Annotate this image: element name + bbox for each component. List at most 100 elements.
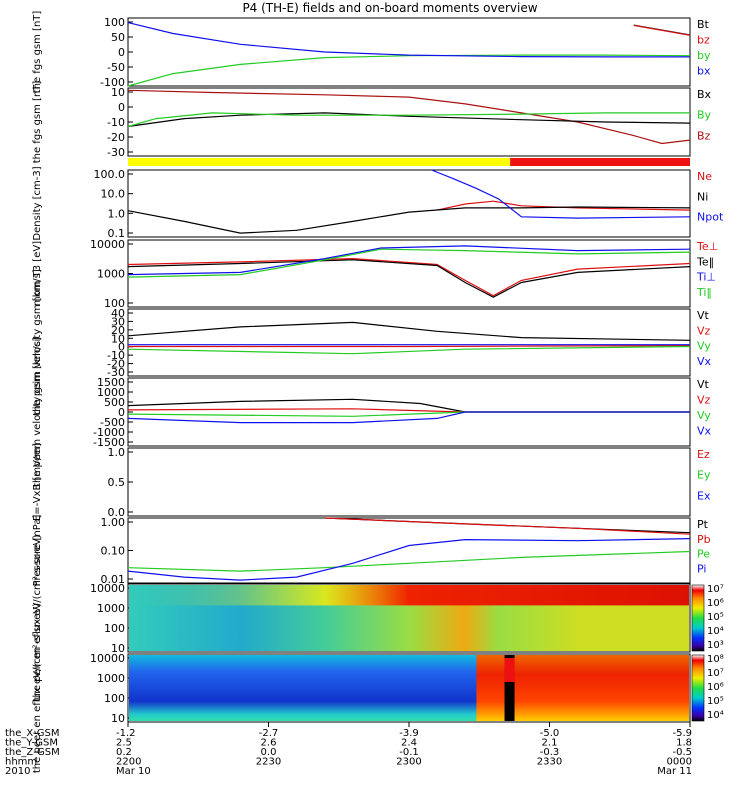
y-tick-label: 10 (111, 642, 125, 655)
y-tick-label: 100 (104, 297, 125, 310)
y-axis-label: Pressure [nPa] (32, 515, 43, 587)
panel-frame (127, 517, 691, 584)
ephemeris-value: 2.5 (116, 738, 132, 749)
y-tick-label: -50 (107, 61, 125, 74)
series-ne (436, 200, 691, 211)
legend-pi: Pi (697, 562, 706, 575)
panel-fgs_gsm_top: 100 50 0 -50 -100 the fgs gsm [nT] Bt bz by bx (32, 11, 711, 94)
y-axis-label: Density [cm-3] (32, 166, 43, 240)
legend-ti: Ti⊥ (696, 271, 716, 284)
ephemeris-value: 0.2 (116, 747, 132, 758)
y-axis-label: the peir en eflux eV/(cm²-s-sr-eV) (32, 534, 43, 701)
panel-peer_eflux: 10000 1000 100 10 the peer en eflux eV/(cm²-… (32, 603, 724, 773)
series-vx (127, 411, 690, 424)
y-tick-label: 0.5 (108, 476, 126, 489)
legend-bx: bx (697, 65, 711, 78)
legend-ez: Ez (697, 448, 710, 461)
series-bz (127, 89, 691, 145)
spectrogram-gap-marker (504, 658, 515, 682)
y-tick-label: -10 (107, 349, 125, 362)
ephemeris-value: -0.1 (399, 747, 419, 758)
y-tick-label: 0 (118, 46, 125, 59)
y-tick-label: -20 (107, 358, 125, 371)
panel-frame (127, 583, 691, 653)
spectrogram-data-gap (504, 655, 515, 721)
y-tick-label: 0.01 (101, 573, 126, 586)
y-tick-label: 10.0 (101, 188, 126, 201)
mode-bar-segment (510, 158, 690, 166)
y-tick-label: 1000 (97, 602, 125, 615)
legend-by: By (697, 109, 712, 122)
y-tick-label: 0.0 (108, 506, 126, 519)
y-axis-label: the fgs gsm [nT] (32, 11, 43, 94)
legend-bt: Bt (697, 18, 710, 31)
colorbar-tick-label: 10⁷ (707, 668, 724, 679)
legend-ti: Ti‖ (696, 286, 712, 299)
ephemeris-value: -0.3 (540, 747, 560, 758)
ephemeris-value: -5.9 (672, 728, 692, 739)
legend-te: Te⊥ (696, 240, 718, 253)
y-tick-label: 10 (111, 332, 125, 345)
y-axis-label: mom T3 [eV] (32, 241, 43, 306)
colorbar-tick-label: 10⁷ (707, 584, 724, 595)
y-tick-label: 20 (111, 324, 125, 337)
legend-vy: Vy (697, 409, 711, 422)
date-right: Mar 11 (657, 766, 692, 777)
y-tick-label: 40 (111, 307, 125, 320)
y-tick-label: 10 (111, 86, 125, 99)
series-by (127, 54, 691, 87)
y-axis-label: the peim velocity gsm [km/s] (32, 269, 43, 416)
y-tick-label: -500 (100, 416, 125, 429)
panel-mode_bar (128, 158, 690, 166)
panel-fgs_gsm_detail: 10 0 -10 -20 -30 the fgs gsm [nT] Bx By Bz (32, 81, 712, 164)
legend-ne: Ne (697, 170, 712, 183)
legend-ni: Ni (697, 190, 708, 203)
y-tick-label: 10000 (90, 652, 125, 665)
y-tick-label: -1000 (93, 426, 125, 439)
y-tick-label: -10 (107, 116, 125, 129)
series-ni (127, 206, 691, 234)
spectrogram-high-energy-band (129, 585, 689, 606)
colorbar (691, 584, 705, 652)
series-vy (127, 345, 691, 355)
y-axis-label: the peem velocity gsm [km/s] (32, 337, 43, 487)
panel-frame (127, 308, 691, 377)
y-tick-label: -100 (100, 76, 125, 89)
colorbar (691, 654, 705, 722)
ephemeris-value: 0000 (667, 757, 692, 768)
legend-bz: Bz (697, 129, 711, 142)
panel-frame (127, 17, 691, 87)
legend-vz: Vz (697, 394, 711, 407)
mode-bar-segment (128, 158, 511, 166)
y-tick-label: 1.0 (108, 207, 126, 220)
y-axis-label: the fgs gsm [nT] (32, 81, 43, 164)
y-tick-label: 100 (104, 692, 125, 705)
ephemeris-label: the_Y-GSM (5, 738, 58, 749)
legend-vt: Vt (697, 378, 710, 391)
y-tick-label: 10000 (90, 582, 125, 595)
series-by (127, 112, 690, 128)
legend-bz: bz (697, 34, 710, 47)
colorbar-tick-label: 10⁵ (707, 696, 724, 707)
y-axis-label: E=-VxB [mV/m] (32, 443, 43, 521)
figure-title: P4 (TH-E) fields and on-board moments ov… (242, 1, 537, 15)
colorbar-tick-label: 10⁸ (707, 654, 724, 665)
y-tick-label: 1000 (97, 386, 125, 399)
y-tick-label: 100 (104, 16, 125, 29)
legend-vt: Vt (697, 309, 710, 322)
panel-peir_eflux: 10000 1000 100 10 the peir en eflux eV/(cm²-… (32, 534, 724, 701)
ephemeris-label: hhmm (5, 757, 37, 768)
panel-frame (127, 169, 691, 238)
y-tick-label: 10000 (90, 238, 125, 251)
y-tick-label: 0.1 (108, 227, 126, 240)
year-label: 2010 (5, 766, 30, 777)
series-vy (127, 411, 690, 417)
ephemeris-value: 1.8 (676, 738, 692, 749)
y-tick-label: 100 (104, 622, 125, 635)
series-ti (127, 245, 691, 276)
y-tick-label: 1500 (97, 376, 125, 389)
ephemeris-value: 2230 (256, 757, 281, 768)
ephemeris-label: the_Z-GSM (5, 747, 60, 758)
